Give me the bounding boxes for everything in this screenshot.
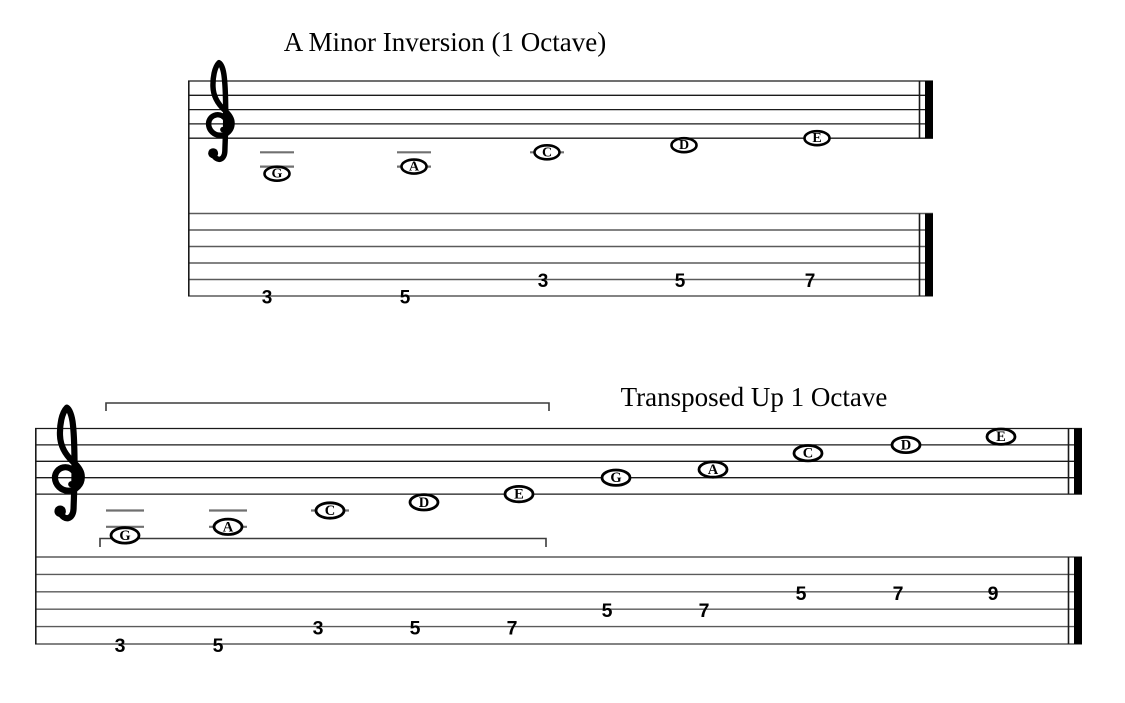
tab-fret-number: 7 <box>893 583 904 605</box>
note: G <box>106 509 144 545</box>
note-letter: D <box>679 138 689 153</box>
note-letter: G <box>119 528 130 544</box>
notehead <box>314 501 346 520</box>
note: E <box>503 484 535 504</box>
staff-lines <box>188 80 933 139</box>
note-letter: A <box>708 462 719 478</box>
tab-fret-number: 9 <box>988 583 999 605</box>
tab-fret-number: 7 <box>507 618 518 640</box>
final-barline-thick-staff <box>925 81 933 139</box>
notehead <box>803 129 831 147</box>
notehead <box>212 517 244 536</box>
notehead <box>670 136 698 154</box>
final-barline-thick-staff <box>1074 428 1082 495</box>
note-letter: C <box>325 503 335 519</box>
note: D <box>408 493 440 512</box>
notehead <box>697 460 729 479</box>
system-1-title: A Minor Inversion (1 Octave) <box>284 27 606 57</box>
note-letter: G <box>610 470 621 486</box>
tab-fret-number: 5 <box>602 600 613 622</box>
notehead <box>109 526 141 545</box>
notehead <box>890 435 922 454</box>
tab-fret-number: 3 <box>262 288 273 309</box>
tab-fret-number: 3 <box>538 271 549 292</box>
system-2: Transposed Up 1 Octave G <box>34 382 1082 657</box>
note: G <box>600 468 632 487</box>
note: A <box>209 509 247 536</box>
notehead <box>792 444 824 463</box>
system-2-title: Transposed Up 1 Octave <box>621 382 888 412</box>
staff-lines <box>35 427 1082 495</box>
tab-fret-number: 7 <box>699 600 710 622</box>
notehead <box>533 144 561 161</box>
note-letter: D <box>901 437 911 453</box>
notehead <box>503 484 535 504</box>
tab-fret-number: 3 <box>313 618 324 640</box>
treble-clef-icon <box>51 404 85 522</box>
note: C <box>311 501 349 520</box>
note-letter: E <box>996 429 1006 445</box>
notehead <box>985 427 1017 446</box>
note: D <box>670 136 698 154</box>
note-letter: E <box>514 487 524 503</box>
note: A <box>697 460 729 479</box>
note: G <box>260 151 294 182</box>
note-letter: G <box>272 167 283 182</box>
note: C <box>530 144 564 161</box>
final-barline-thick-tab <box>925 213 933 296</box>
tab-fret-number: 5 <box>675 271 686 292</box>
tab-lines <box>35 556 1082 645</box>
note-letter: C <box>542 145 552 160</box>
treble-clef-icon <box>205 59 235 162</box>
tab-lines <box>188 212 933 297</box>
tab-fret-number: 5 <box>410 618 421 640</box>
notehead <box>400 158 428 175</box>
note-letter: E <box>812 131 821 146</box>
note-letter: D <box>419 495 429 511</box>
notehead <box>600 468 632 487</box>
final-barline-thick-tab <box>1074 557 1082 644</box>
note: E <box>803 129 831 147</box>
octave-bracket-bottom <box>99 537 547 547</box>
tab-fret-number: 7 <box>805 271 816 292</box>
note-letter: A <box>223 519 234 535</box>
notehead <box>263 165 291 182</box>
note: D <box>890 435 922 454</box>
note: C <box>792 444 824 463</box>
note-letter: A <box>409 160 420 175</box>
note: E <box>985 427 1017 446</box>
octave-bracket-top <box>105 402 550 411</box>
system-1: A Minor Inversion (1 Octave) G <box>188 27 933 309</box>
notehead <box>408 493 440 512</box>
tab-fret-number: 5 <box>796 583 807 605</box>
tab-fret-number: 5 <box>400 288 411 309</box>
note-letter: C <box>803 446 813 462</box>
tab-fret-number: 3 <box>115 635 126 657</box>
tab-fret-number: 5 <box>213 635 224 657</box>
note: A <box>397 151 431 175</box>
